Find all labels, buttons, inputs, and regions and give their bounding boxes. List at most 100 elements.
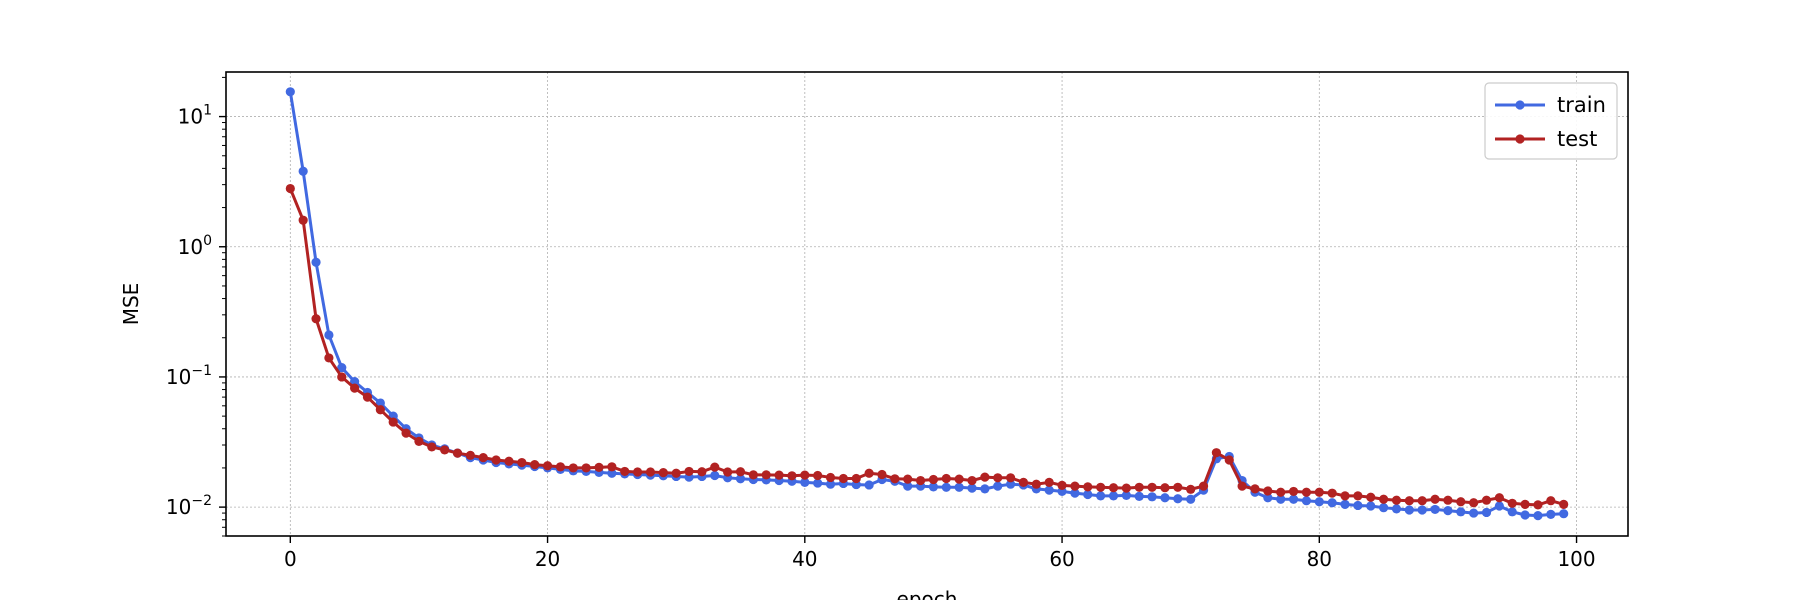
data-point-test (1160, 483, 1170, 493)
data-point-train (337, 362, 347, 373)
data-point-test (1263, 486, 1273, 496)
data-point-test (761, 470, 771, 480)
data-point-test (877, 469, 887, 480)
data-point-test (362, 392, 373, 402)
data-point-test (1469, 498, 1479, 508)
data-point-test (1546, 496, 1556, 506)
data-point-train (1173, 494, 1183, 504)
data-point-test (594, 462, 604, 472)
data-point-test (710, 462, 720, 472)
data-point-train (1160, 493, 1170, 503)
data-point-train (1353, 500, 1363, 511)
data-point-test (954, 474, 964, 484)
data-point-train (1533, 511, 1543, 521)
data-point-test (774, 470, 784, 480)
data-point-test (285, 183, 295, 194)
x-axis-label: epoch (897, 587, 958, 600)
data-point-train (350, 377, 360, 387)
data-point-test (1083, 482, 1093, 492)
x-tick-label: 100 (1557, 547, 1595, 571)
data-point-test (555, 462, 566, 472)
data-point-test (993, 473, 1003, 483)
data-point-test (800, 470, 810, 480)
data-point-test (813, 470, 823, 481)
data-point-test (1173, 482, 1183, 492)
data-point-test (1301, 487, 1312, 497)
data-point-train (1044, 485, 1054, 495)
data-point-test (1147, 482, 1157, 492)
data-point-train (1121, 490, 1131, 501)
data-point-test (1314, 487, 1324, 497)
data-point-test (825, 472, 836, 483)
data-point-test (1559, 499, 1569, 509)
data-point-test (838, 473, 848, 484)
data-point-test (748, 470, 758, 480)
data-point-test (671, 468, 681, 478)
data-point-test (864, 468, 874, 478)
data-point-test (1276, 487, 1286, 497)
data-point-test (375, 405, 385, 415)
plot-frame (225, 71, 1629, 537)
data-point-test (350, 383, 360, 393)
data-point-test (851, 473, 861, 484)
data-point-test (1404, 496, 1414, 506)
data-point-test (1237, 481, 1247, 491)
data-point-train (800, 477, 810, 487)
series-line-test (288, 187, 1565, 507)
data-point-train (903, 481, 913, 491)
data-point-train (1276, 494, 1286, 504)
y-tick-label: 101 (178, 103, 212, 129)
data-point-train (1108, 491, 1119, 501)
data-point-test (1391, 495, 1402, 505)
data-point-test (1044, 477, 1054, 487)
data-point-test (530, 460, 540, 470)
grid-layer (226, 72, 1628, 536)
data-point-test (465, 450, 475, 460)
data-point-test (478, 453, 488, 463)
data-point-train (735, 474, 746, 484)
data-point-test (697, 467, 707, 477)
data-point-train (1443, 506, 1453, 516)
data-point-test (401, 428, 411, 438)
data-point-test (684, 466, 694, 477)
data-point-train (1456, 507, 1466, 517)
data-point-test (1211, 448, 1222, 458)
data-point-test (632, 467, 643, 477)
data-point-test (890, 474, 900, 484)
data-point-train (928, 482, 939, 492)
data-point-train (1301, 496, 1312, 506)
x-tick-label: 80 (1307, 547, 1332, 571)
data-point-test (1443, 495, 1453, 505)
data-point-test (414, 436, 424, 446)
data-point-train (1379, 503, 1389, 513)
data-point-train (954, 482, 964, 492)
data-point-test (1379, 494, 1389, 504)
data-point-train (1391, 504, 1402, 514)
data-point-train (1546, 509, 1556, 519)
data-point-test (1481, 495, 1492, 505)
data-point-test (427, 442, 437, 452)
data-point-test (298, 215, 308, 225)
data-point-test (787, 471, 797, 481)
data-point-train (311, 257, 321, 267)
data-point-train (825, 479, 836, 489)
data-point-train (1327, 498, 1337, 508)
data-point-test (645, 467, 656, 477)
legend-label-test: test (1557, 127, 1597, 151)
x-tick-label: 40 (792, 547, 817, 571)
data-point-test (388, 417, 398, 427)
data-point-train (941, 482, 951, 492)
data-point-test (1096, 482, 1106, 492)
data-point-train (1469, 508, 1479, 518)
data-point-test (504, 456, 514, 466)
data-point-train (1263, 493, 1273, 503)
data-point-test (1417, 496, 1427, 506)
data-point-test (1288, 486, 1299, 497)
data-point-test (1533, 500, 1543, 510)
data-point-test (440, 445, 450, 455)
data-point-test (1353, 491, 1363, 501)
series-layer (285, 87, 1569, 521)
data-point-test (1108, 483, 1119, 493)
data-point-test (967, 475, 977, 486)
